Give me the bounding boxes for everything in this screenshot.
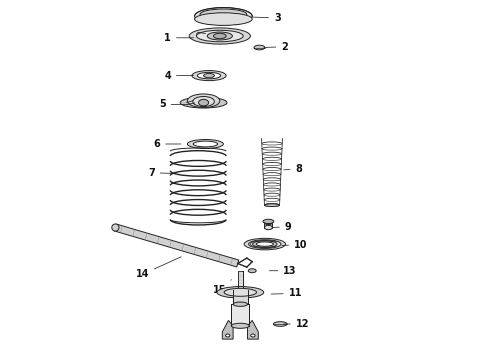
Ellipse shape xyxy=(198,99,209,106)
Text: 14: 14 xyxy=(136,257,181,279)
Ellipse shape xyxy=(248,269,256,273)
Ellipse shape xyxy=(265,220,272,225)
Ellipse shape xyxy=(233,302,247,306)
Ellipse shape xyxy=(112,224,119,231)
Ellipse shape xyxy=(200,9,247,20)
Ellipse shape xyxy=(273,322,287,326)
Ellipse shape xyxy=(214,33,226,39)
Polygon shape xyxy=(114,224,239,267)
Text: 7: 7 xyxy=(148,168,175,178)
Ellipse shape xyxy=(187,94,220,108)
Ellipse shape xyxy=(193,96,215,107)
Ellipse shape xyxy=(265,204,280,207)
Ellipse shape xyxy=(180,97,227,108)
Ellipse shape xyxy=(207,32,232,40)
Ellipse shape xyxy=(192,71,226,81)
Ellipse shape xyxy=(193,141,218,147)
Ellipse shape xyxy=(189,28,250,44)
Ellipse shape xyxy=(195,8,252,25)
Ellipse shape xyxy=(254,45,265,50)
Text: 8: 8 xyxy=(284,164,302,174)
Polygon shape xyxy=(233,290,247,304)
Ellipse shape xyxy=(197,72,220,79)
Text: 4: 4 xyxy=(164,71,194,81)
Ellipse shape xyxy=(225,334,230,337)
Ellipse shape xyxy=(251,334,255,337)
Ellipse shape xyxy=(195,13,252,26)
Ellipse shape xyxy=(224,288,257,296)
Text: 12: 12 xyxy=(284,319,309,329)
Ellipse shape xyxy=(217,287,264,298)
Polygon shape xyxy=(222,320,233,339)
Text: 6: 6 xyxy=(153,139,181,149)
Text: 2: 2 xyxy=(264,42,288,52)
Polygon shape xyxy=(231,304,249,326)
Text: 9: 9 xyxy=(273,222,292,232)
Ellipse shape xyxy=(265,225,272,230)
Text: 13: 13 xyxy=(270,266,297,276)
Ellipse shape xyxy=(231,323,249,328)
Ellipse shape xyxy=(263,219,274,224)
Text: 5: 5 xyxy=(159,99,188,109)
Ellipse shape xyxy=(187,139,223,148)
Text: 3: 3 xyxy=(251,13,281,23)
Text: 1: 1 xyxy=(164,33,194,43)
Ellipse shape xyxy=(244,238,286,250)
Text: 15: 15 xyxy=(213,280,231,295)
Polygon shape xyxy=(265,222,272,228)
Polygon shape xyxy=(238,271,243,290)
Text: 10: 10 xyxy=(282,240,308,250)
Ellipse shape xyxy=(196,30,243,42)
Text: 11: 11 xyxy=(271,288,302,298)
Ellipse shape xyxy=(204,73,215,78)
Ellipse shape xyxy=(248,240,281,248)
Ellipse shape xyxy=(252,241,277,247)
Ellipse shape xyxy=(256,242,273,246)
Polygon shape xyxy=(247,320,258,339)
